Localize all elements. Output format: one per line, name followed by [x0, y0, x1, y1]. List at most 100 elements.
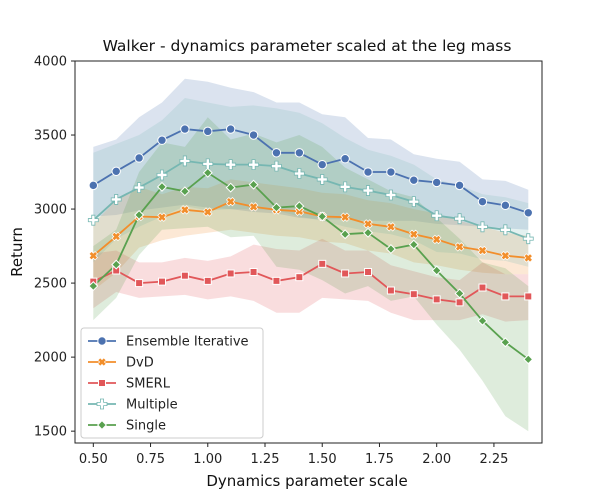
multiple-point [87, 214, 99, 226]
smerl-point [455, 298, 464, 307]
smerl-point [386, 286, 395, 295]
multiple-point [522, 233, 534, 245]
plot-frame [74, 60, 543, 444]
ensemble-iterative-point [477, 196, 488, 207]
smerl-legend-marker [98, 379, 106, 387]
multiple-point [179, 155, 191, 167]
ensemble-iterative-point [431, 177, 442, 188]
dvd-point [523, 253, 533, 263]
ensemble-iterative-point [363, 167, 373, 177]
single-legend-marker [96, 419, 108, 431]
single-point [431, 265, 442, 276]
single-point [179, 186, 190, 197]
smerl-point [226, 269, 235, 278]
single-point [317, 211, 328, 222]
single-band [93, 117, 529, 432]
ensemble-iterative-point [317, 159, 327, 170]
series-markers [87, 124, 534, 365]
multiple-point [248, 159, 259, 171]
single-point [477, 315, 488, 326]
dvd-point [248, 202, 259, 212]
multiple-point [110, 194, 122, 205]
ensemble-iterative-point [111, 166, 121, 177]
dvd-legend-marker [97, 357, 107, 367]
multiple-point [431, 210, 443, 222]
legend-box [80, 327, 264, 439]
x-tick-label: 0.75 [136, 452, 165, 467]
multiple-point [133, 182, 145, 193]
multiple-point [362, 185, 374, 196]
multiple-point [225, 159, 237, 171]
smerl-point [203, 276, 212, 285]
smerl-point [318, 259, 327, 268]
smerl-point [135, 279, 144, 288]
dvd-point [225, 196, 236, 207]
multiple-band [93, 98, 529, 267]
single-point [408, 239, 419, 250]
single-point [363, 227, 374, 238]
single-point [294, 201, 305, 212]
multiple-point [271, 160, 282, 172]
dvd-point [386, 222, 396, 232]
multiple-point [385, 189, 397, 201]
ensemble-iterative-point [248, 130, 259, 140]
x-axis-label: Dynamics parameter scale [206, 472, 407, 490]
single-legend-label: Single [126, 419, 166, 434]
multiple-point [454, 213, 465, 225]
smerl-band [93, 238, 529, 322]
single-point [111, 259, 122, 270]
smerl-point [524, 292, 533, 301]
ensemble-iterative-legend-marker [97, 336, 107, 346]
dvd-point [432, 234, 442, 245]
single-point [248, 179, 259, 190]
smerl-point [501, 292, 510, 301]
x-tick-label: 1.25 [251, 452, 280, 467]
ensemble-iterative-point [180, 124, 190, 134]
x-tick-label: 2.25 [479, 452, 508, 467]
legend: Ensemble Iterative DvD SMERL Multiple Single [80, 327, 264, 439]
multiple-point [499, 224, 511, 236]
y-tick-label: 1500 [34, 425, 67, 440]
ensemble-iterative-point [203, 126, 213, 137]
ensemble-iterative-point [157, 135, 167, 145]
dvd-point [500, 251, 511, 261]
x-tick-label: 1.00 [193, 452, 222, 467]
y-tick-label: 2000 [34, 351, 67, 366]
dvd-band [93, 179, 529, 291]
x-tick-label: 2.00 [422, 452, 451, 467]
smerl-point [409, 290, 418, 299]
x-tick-label: 1.50 [308, 452, 337, 467]
ensemble-iterative-point [500, 200, 511, 211]
ensemble-iterative-point [523, 208, 533, 218]
smerl-point [249, 267, 258, 276]
ensemble-iterative-point [225, 124, 236, 134]
ensemble-iterative-legend-label: Ensemble Iterative [126, 335, 249, 350]
multiple-point [293, 168, 305, 179]
smerl-point [364, 267, 373, 276]
single-point [454, 288, 465, 299]
multiple-point [408, 196, 420, 208]
single-point [202, 167, 213, 178]
y-tick-label: 4000 [34, 55, 67, 70]
smerl-point [295, 273, 304, 282]
dvd-point [363, 219, 373, 229]
dvd-point [180, 205, 190, 215]
dvd-point [477, 245, 488, 256]
dvd-point [111, 231, 121, 242]
ensemble-iterative-point [88, 180, 99, 191]
y-axis-label: Return [8, 227, 26, 277]
confidence-bands [93, 78, 529, 432]
multiple-point [316, 174, 328, 185]
smerl-point [157, 277, 166, 286]
smerl-point [341, 269, 350, 278]
ensemble-iterative-point [134, 153, 144, 163]
single-point [156, 181, 167, 192]
smerl-point [478, 283, 487, 292]
multiple-point [156, 169, 168, 181]
dvd-point [340, 212, 350, 222]
ensemble-iterative-point [294, 148, 305, 158]
ensemble-iterative-point [340, 154, 350, 164]
multiple-point [339, 181, 351, 193]
dvd-point [454, 242, 465, 252]
